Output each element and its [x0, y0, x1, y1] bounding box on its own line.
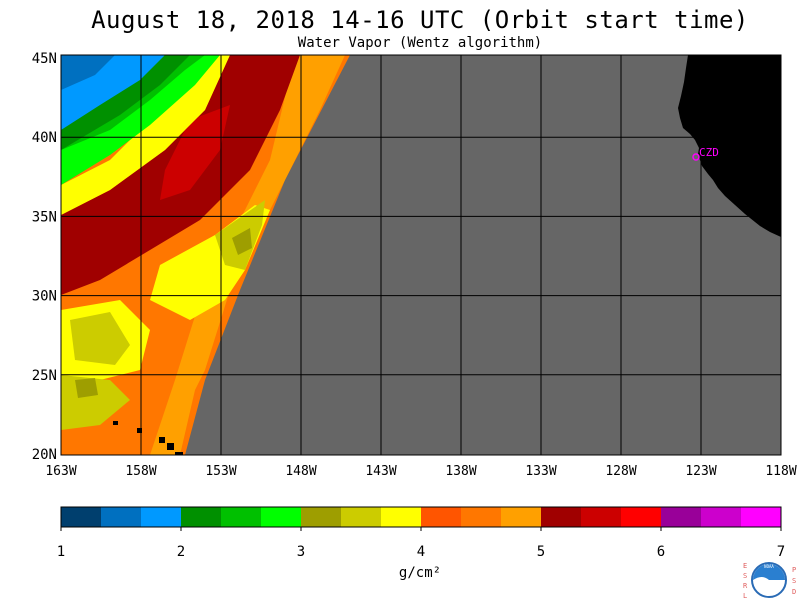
- land-north-america: [678, 55, 781, 237]
- colorbar-swatch: [341, 507, 382, 527]
- colorbar-swatch: [741, 507, 782, 527]
- station-icon: [692, 153, 700, 161]
- colorbar-tick-label: 4: [417, 544, 425, 560]
- swath-yellow-band: [61, 55, 230, 215]
- colorbar-ticks: 1 2 3 4 5 6 7: [57, 527, 785, 560]
- chart-subtitle: Water Vapor (Wentz algorithm): [297, 35, 543, 51]
- lon-label-128W: 128W: [605, 464, 636, 479]
- lon-label-163W: 163W: [45, 464, 76, 479]
- svg-text:D: D: [792, 588, 796, 596]
- longitude-labels: 163W 158W 153W 148W 143W 138W 133W 128W 123W 118W: [45, 464, 796, 479]
- colorbar-swatch: [421, 507, 462, 527]
- colorbar-swatch: [181, 507, 222, 527]
- colorbar-tick-label: 3: [297, 544, 305, 560]
- colorbar-swatch: [501, 507, 542, 527]
- svg-text:R: R: [743, 582, 748, 590]
- colorbar-swatch: [141, 507, 182, 527]
- swath-olive-sw-core: [75, 378, 98, 398]
- graticule: [61, 55, 781, 455]
- colorbar: [60, 506, 782, 528]
- colorbar-swatch: [221, 507, 262, 527]
- noaa-esrl-psd-logo: E S R L P S D NOAA: [743, 562, 796, 600]
- colorbar-swatch: [661, 507, 702, 527]
- colorbar-swatch: [381, 507, 422, 527]
- station-marker: CZD: [692, 146, 719, 161]
- lon-label-153W: 153W: [205, 464, 236, 479]
- svg-text:L: L: [743, 592, 747, 600]
- lon-label-123W: 123W: [685, 464, 716, 479]
- lat-label-40N: 40N: [32, 130, 57, 146]
- lat-label-45N: 45N: [32, 51, 57, 67]
- lat-label-35N: 35N: [32, 209, 57, 225]
- colorbar-tick-label: 7: [777, 544, 785, 560]
- lon-label-118W: 118W: [765, 464, 796, 479]
- noaa-text: NOAA: [764, 564, 774, 569]
- swath-darkblue: [61, 55, 115, 90]
- lon-label-133W: 133W: [525, 464, 556, 479]
- lat-label-25N: 25N: [32, 368, 57, 384]
- colorbar-swatch: [301, 507, 342, 527]
- colorbar-unit: g/cm²: [399, 565, 441, 581]
- colorbar-swatch: [541, 507, 582, 527]
- swath-olive-sw: [70, 312, 130, 365]
- colorbar-tick-label: 6: [657, 544, 665, 560]
- lon-label-138W: 138W: [445, 464, 476, 479]
- colorbar-tick-label: 1: [57, 544, 65, 560]
- colorbar-swatch: [101, 507, 142, 527]
- station-label: CZD: [699, 146, 719, 159]
- latitude-labels: 45N 40N 35N 30N 25N 20N: [32, 51, 57, 463]
- esrl-letters: E: [743, 562, 747, 570]
- svg-text:S: S: [792, 577, 796, 585]
- map-border: [60, 54, 782, 456]
- swath-red-core: [160, 105, 230, 200]
- psd-letters: P: [792, 566, 796, 574]
- hawaii-islands: [113, 421, 183, 455]
- colorbar-swatch: [461, 507, 502, 527]
- chart-title: August 18, 2018 14-16 UTC (Orbit start t…: [91, 6, 749, 34]
- lon-label-143W: 143W: [365, 464, 396, 479]
- colorbar-swatch: [581, 507, 622, 527]
- lon-label-148W: 148W: [285, 464, 316, 479]
- colorbar-swatch: [61, 507, 102, 527]
- map-field: [61, 55, 781, 455]
- colorbar-swatch: [261, 507, 302, 527]
- colorbar-swatch: [701, 507, 742, 527]
- lat-label-20N: 20N: [32, 447, 57, 463]
- colorbar-tick-label: 5: [537, 544, 545, 560]
- colorbar-swatch: [621, 507, 662, 527]
- lon-label-158W: 158W: [125, 464, 156, 479]
- swath-olive-core: [232, 228, 252, 255]
- lat-label-30N: 30N: [32, 289, 57, 305]
- colorbar-tick-label: 2: [177, 544, 185, 560]
- svg-text:S: S: [743, 572, 747, 580]
